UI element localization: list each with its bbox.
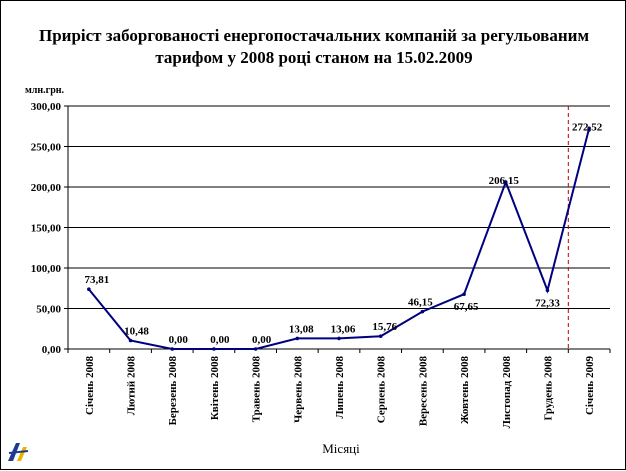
x-tick-label: Жовтень 2008 <box>459 356 471 425</box>
y-tick-label: 50,00 <box>36 304 61 316</box>
data-point <box>253 347 258 351</box>
y-tick-label: 200,00 <box>31 182 62 194</box>
data-point <box>587 126 591 131</box>
data-point <box>462 292 466 297</box>
y-tick-label: 100,00 <box>31 263 62 275</box>
x-tick-label: Вересень 2008 <box>417 356 429 427</box>
data-point <box>212 347 216 351</box>
data-label: 73,81 <box>84 274 109 286</box>
x-axis-label: Місяці <box>322 441 360 456</box>
data-label: 72,33 <box>535 297 560 309</box>
x-tick-label: Листопад 2008 <box>501 356 513 429</box>
data-point <box>378 334 383 339</box>
x-tick-label: Серпень 2008 <box>376 356 388 424</box>
x-tick-label: Квітень 2008 <box>209 356 221 421</box>
company-logo-icon <box>8 443 29 461</box>
x-tick-label: Липень 2008 <box>334 356 346 419</box>
y-tick-label: 150,00 <box>31 223 62 235</box>
data-point <box>170 347 175 351</box>
data-label: 0,00 <box>210 334 230 346</box>
data-label: 13,08 <box>289 323 314 335</box>
y-axis-unit-label: млн.грн. <box>25 85 65 96</box>
data-label: 0,00 <box>252 334 272 346</box>
data-label: 46,15 <box>408 297 433 309</box>
chart-title: Приріст заборгованості енергопостачальни… <box>38 26 590 67</box>
x-tick-label: Лютий 2008 <box>126 356 138 416</box>
x-tick-label: Грудень 2008 <box>542 356 554 421</box>
data-label: 10,48 <box>124 326 149 338</box>
data-point <box>337 336 341 341</box>
y-tick-label: 300,00 <box>31 101 62 113</box>
x-tick-label: Січень 2009 <box>584 356 596 415</box>
data-label: 13,06 <box>331 323 356 335</box>
y-tick-label: 250,00 <box>31 142 62 154</box>
data-label: 206,15 <box>489 175 520 187</box>
x-tick-label: Січень 2008 <box>84 356 96 415</box>
data-point <box>295 336 300 341</box>
data-point <box>420 309 425 314</box>
data-point <box>128 338 133 343</box>
data-label: 0,00 <box>169 334 189 346</box>
y-tick-label: 0,00 <box>42 344 62 356</box>
data-label: 15,76 <box>372 321 397 333</box>
x-tick-label: Березень 2008 <box>167 356 179 426</box>
series-line <box>88 128 591 350</box>
data-label: 67,65 <box>454 301 479 313</box>
data-label: 272,52 <box>572 121 603 133</box>
data-point <box>545 288 550 293</box>
data-point <box>503 180 508 184</box>
x-tick-label: Червень 2008 <box>292 356 304 423</box>
x-tick-label: Травень 2008 <box>251 356 263 423</box>
data-point <box>87 287 91 292</box>
